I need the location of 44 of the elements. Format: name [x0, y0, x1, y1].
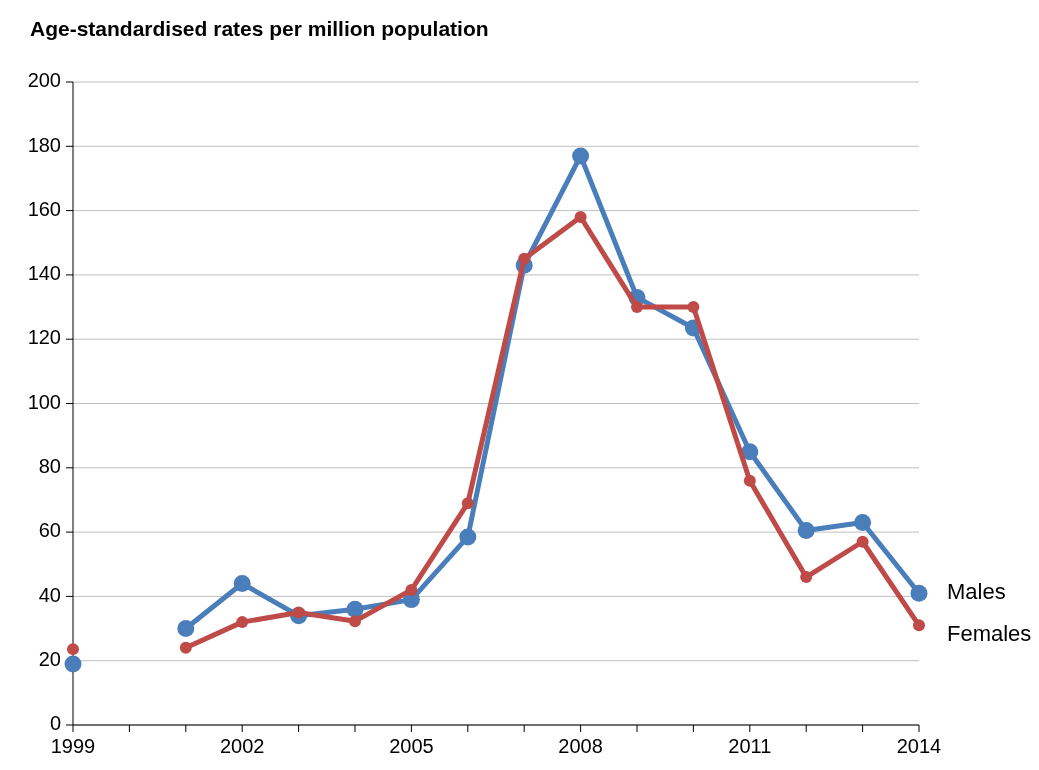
- x-tick-label: 2011: [728, 735, 772, 757]
- point: [405, 583, 418, 596]
- y-tick-label: 60: [38, 519, 61, 542]
- point: [459, 528, 477, 546]
- x-tick-label: 2005: [389, 735, 434, 757]
- y-tick-label: 140: [27, 262, 61, 285]
- y-tick-label: 40: [38, 583, 61, 606]
- y-tick-label: 20: [38, 647, 61, 670]
- point: [913, 619, 925, 632]
- point: [461, 497, 474, 510]
- point: [236, 616, 249, 629]
- y-tick-label: 180: [27, 133, 61, 156]
- y-tick-label: 80: [38, 455, 61, 478]
- point: [346, 600, 364, 618]
- point: [687, 301, 700, 314]
- y-tick-label: 120: [27, 326, 61, 349]
- series-label: Males: [947, 579, 1006, 604]
- point: [741, 443, 759, 461]
- point: [177, 620, 195, 638]
- x-tick-label: 1999: [50, 735, 96, 757]
- point: [233, 575, 251, 593]
- x-tick-label: 2002: [219, 735, 265, 757]
- point: [631, 301, 643, 314]
- point: [349, 615, 361, 628]
- point: [800, 571, 813, 584]
- point: [67, 643, 79, 656]
- x-tick-label: 2008: [558, 735, 603, 757]
- y-tick-label: 0: [49, 712, 61, 735]
- y-tick-label: 100: [27, 390, 61, 413]
- series-label: Females: [947, 621, 1032, 647]
- point: [518, 252, 531, 265]
- point: [179, 641, 192, 654]
- point: [743, 474, 756, 487]
- point: [797, 521, 815, 539]
- chart-title: Age-standardised rates per million population: [30, 17, 489, 40]
- x-tick-label: 2014: [896, 735, 942, 757]
- point: [574, 211, 587, 224]
- point: [910, 584, 928, 602]
- y-tick-label: 200: [27, 69, 61, 92]
- point: [572, 147, 590, 165]
- y-tick-label: 160: [27, 197, 61, 220]
- point: [64, 655, 82, 673]
- point: [854, 513, 872, 531]
- point: [856, 535, 869, 548]
